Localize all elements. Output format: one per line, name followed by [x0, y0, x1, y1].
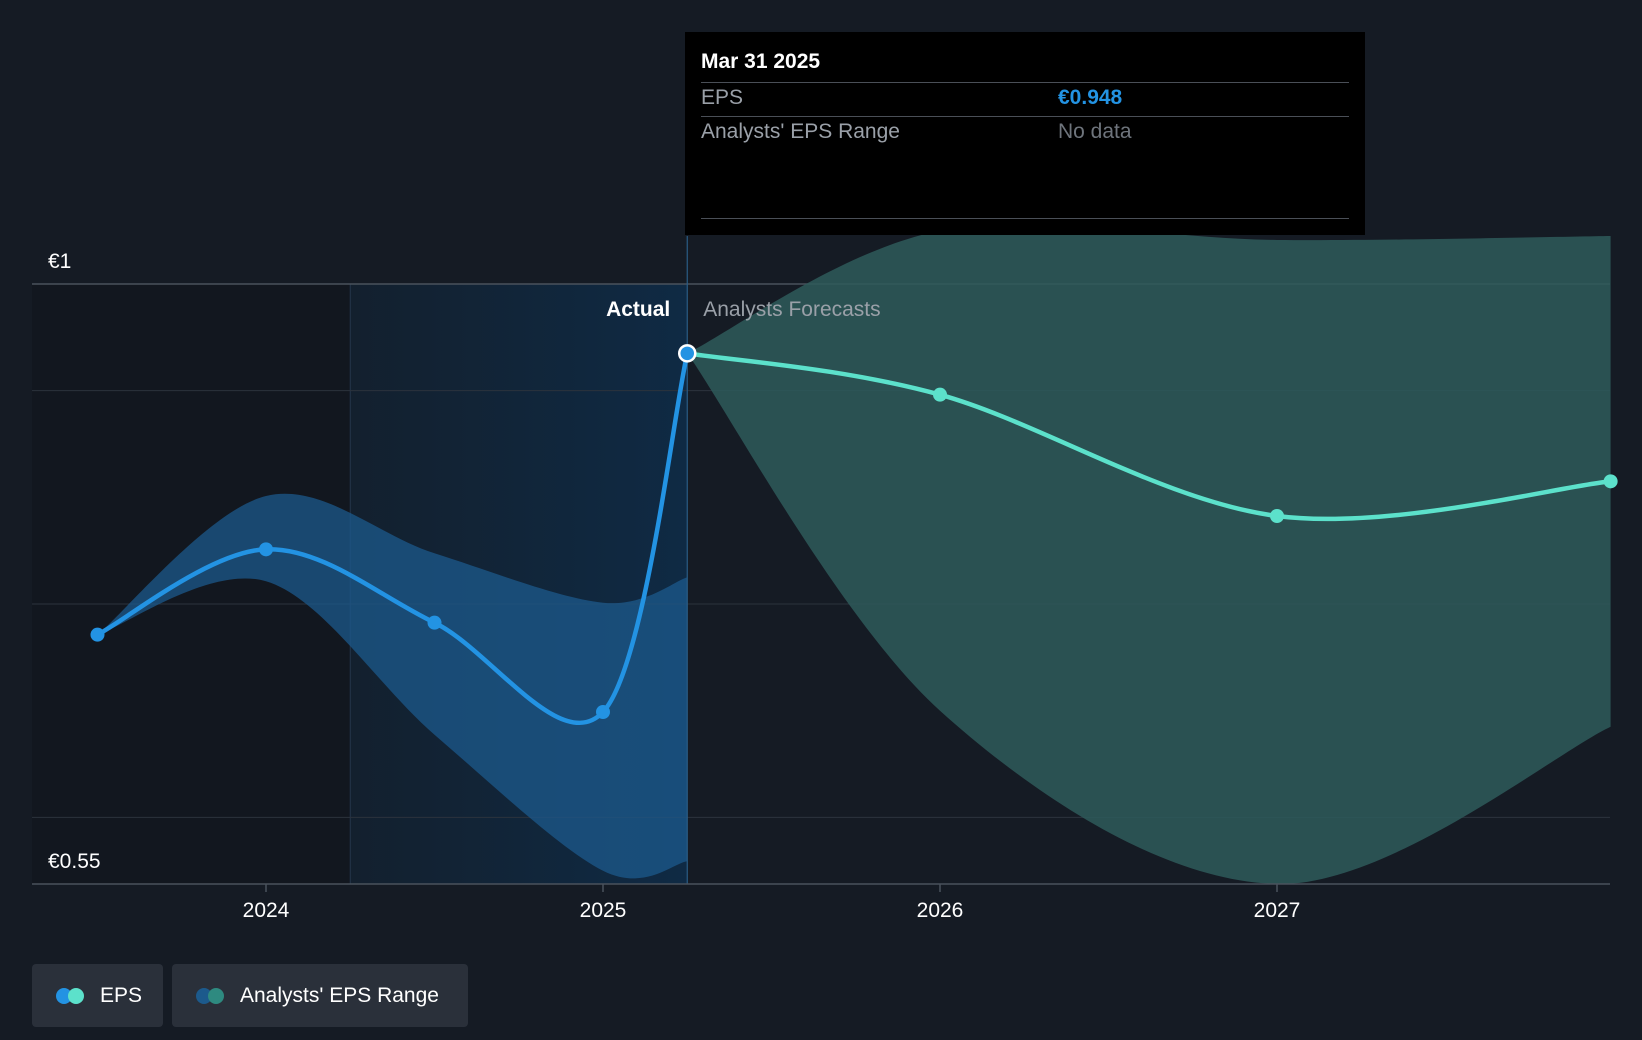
tooltip-range-value: No data: [1058, 120, 1132, 143]
tooltip-eps-value: €0.948: [1058, 86, 1123, 109]
eps-point-actual: [90, 627, 105, 642]
legend-label-eps: EPS: [100, 983, 143, 1007]
range-forecast-dot-icon: [208, 987, 224, 1004]
eps-range-band-forecast: [687, 224, 1611, 885]
highlight-point: [678, 344, 697, 363]
range-swatch-icon: [196, 987, 228, 1005]
legend-item-eps[interactable]: EPS: [32, 964, 163, 1027]
tooltip-divider: [701, 82, 1349, 83]
y-tick-label: €0.55: [48, 850, 101, 873]
legend-item-range[interactable]: Analysts' EPS Range: [172, 964, 468, 1027]
tooltip: Mar 31 2025 EPS €0.948 Analysts' EPS Ran…: [685, 32, 1365, 235]
forecast-label: Analysts Forecasts: [703, 298, 880, 321]
x-tick-label: 2024: [243, 899, 290, 922]
eps-point-actual: [259, 542, 273, 557]
tooltip-eps-label: EPS: [701, 86, 744, 109]
eps-point-forecast: [1603, 474, 1618, 489]
tooltip-range-label: Analysts' EPS Range: [701, 120, 900, 143]
eps-line-forecast: [685, 351, 1613, 522]
eps-swatch-icon: [56, 987, 88, 1005]
eps-forecast-dot-icon: [68, 987, 84, 1004]
tooltip-date: Mar 31 2025: [701, 50, 821, 73]
tooltip-divider: [701, 218, 1349, 219]
eps-point-forecast: [1270, 509, 1284, 523]
eps-point-actual: [596, 705, 610, 719]
tooltip-divider: [701, 116, 1349, 117]
eps-range-band-actual: [97, 493, 688, 879]
eps-point-actual: [427, 615, 442, 630]
actual-label: Actual: [606, 298, 670, 321]
tooltip-row-eps: EPS €0.948: [701, 86, 1349, 116]
x-tick-label: 2025: [580, 899, 627, 922]
eps-point-forecast: [933, 387, 947, 402]
legend-label-range: Analysts' EPS Range: [240, 983, 439, 1007]
x-tick-label: 2026: [917, 899, 964, 922]
x-tick-label: 2027: [1254, 899, 1301, 922]
tooltip-row-range: Analysts' EPS Range No data: [701, 120, 1349, 150]
eps-line-actual: [95, 351, 690, 725]
y-tick-label: €1: [48, 250, 71, 273]
